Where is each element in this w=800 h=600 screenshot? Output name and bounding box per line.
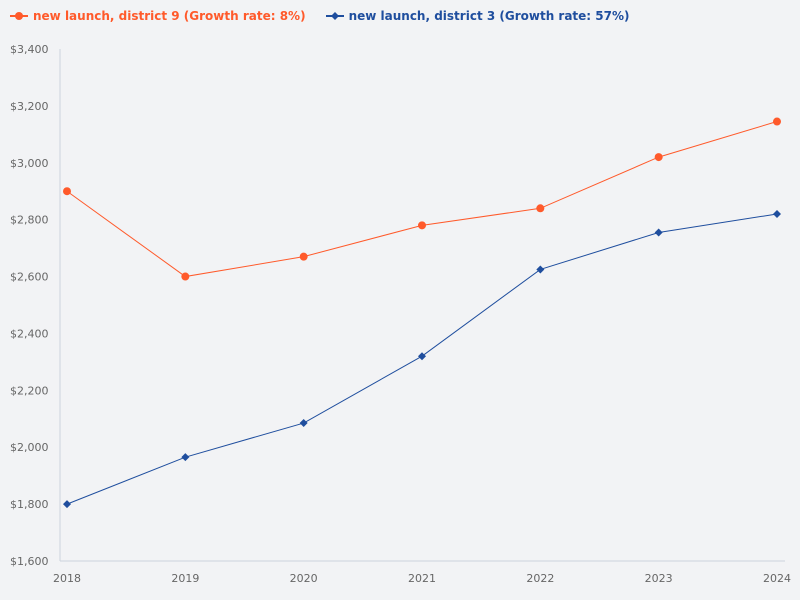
x-tick-label: 2022 — [526, 572, 554, 585]
legend-label: new launch, district 3 (Growth rate: 57%… — [348, 9, 630, 23]
data-point — [418, 221, 426, 230]
data-point — [536, 265, 545, 274]
y-tick-label: $2,400 — [10, 327, 49, 340]
data-point — [181, 453, 190, 462]
data-point — [418, 352, 426, 361]
y-tick-label: $3,200 — [10, 100, 49, 113]
data-point — [299, 419, 308, 428]
legend-label: new launch, district 9 (Growth rate: 8%) — [33, 9, 306, 23]
y-tick-label: $2,000 — [10, 441, 49, 454]
data-point — [654, 228, 663, 237]
x-tick-label: 2024 — [763, 572, 791, 585]
data-point — [536, 204, 545, 213]
legend-circle-marker-icon — [10, 12, 28, 20]
y-tick-label: $2,200 — [10, 384, 49, 397]
data-point — [181, 272, 190, 281]
x-tick-label: 2018 — [53, 572, 81, 585]
data-point — [63, 187, 71, 196]
y-tick-label: $3,400 — [10, 43, 49, 56]
legend-diamond-marker-icon — [325, 12, 344, 20]
y-tick-label: $2,800 — [10, 214, 49, 227]
x-tick-label: 2019 — [171, 572, 199, 585]
y-tick-label: $1,800 — [10, 498, 49, 511]
data-point — [773, 209, 781, 218]
y-tick-label: $3,000 — [10, 157, 49, 170]
legend-item-district-9[interactable]: new launch, district 9 (Growth rate: 8%) — [10, 9, 306, 23]
legend: new launch, district 9 (Growth rate: 8%)… — [10, 9, 630, 23]
legend-item-district-3[interactable]: new launch, district 3 (Growth rate: 57%… — [325, 9, 630, 23]
series-line-0 — [66, 121, 778, 278]
data-point — [654, 153, 663, 162]
data-point — [773, 117, 781, 126]
x-tick-label: 2020 — [290, 572, 318, 585]
x-tick-label: 2023 — [645, 572, 673, 585]
x-tick-label: 2021 — [408, 572, 436, 585]
data-point — [299, 252, 308, 261]
y-tick-label: $2,600 — [10, 271, 49, 284]
y-tick-label: $1,600 — [10, 555, 49, 568]
data-point — [63, 500, 71, 509]
